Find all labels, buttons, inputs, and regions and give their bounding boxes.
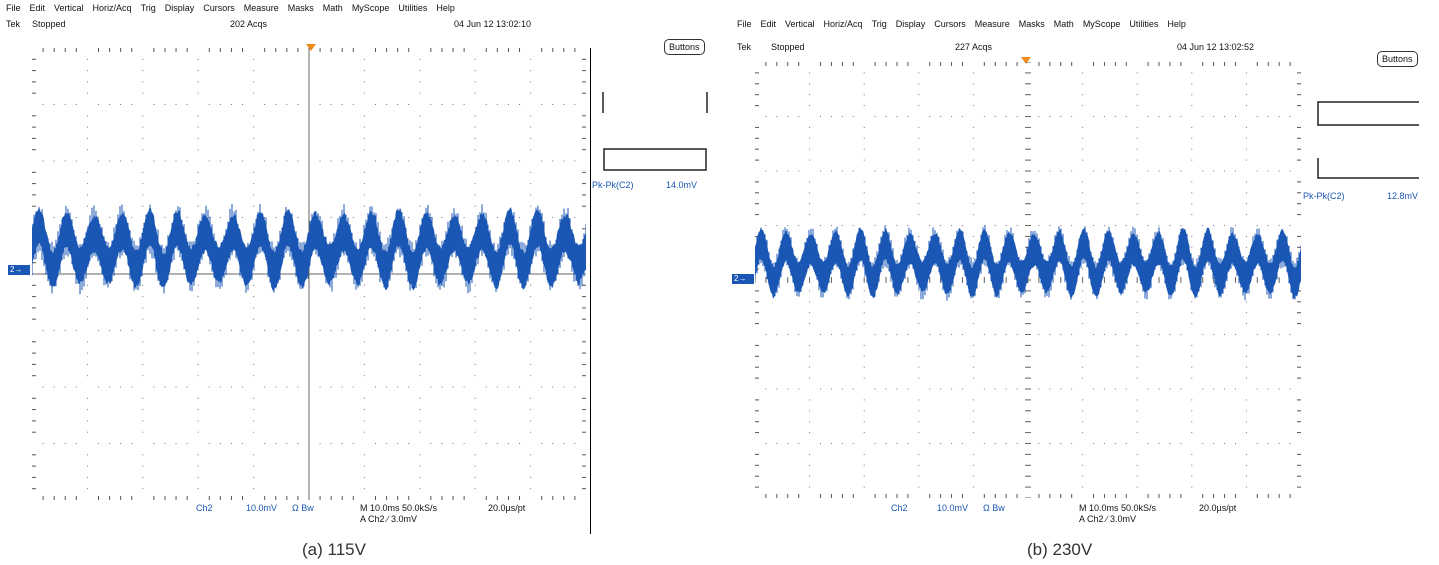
waveform-noise — [32, 204, 586, 295]
bandwidth-indicator: Ω Bw — [983, 503, 1005, 513]
resolution-readout: 20.0µs/pt — [488, 503, 526, 513]
menu-item-myscope[interactable]: MyScope — [351, 3, 390, 13]
menu-item-help[interactable]: Help — [436, 3, 455, 13]
measurement-label: Pk-Pk(C2) — [1303, 191, 1345, 201]
measurement-boxes — [1317, 101, 1419, 179]
oscilloscope-panel-230v: File Edit Vertical Horiz/Acq Trig Display Curs… — [727, 0, 1439, 565]
menu-item-edit[interactable]: Edit — [29, 3, 46, 13]
status-bar: Tek Stopped 202 Acqs 04 Jun 12 13:02:10 — [6, 19, 566, 33]
waveform-display — [755, 62, 1301, 498]
channel-2-waveform — [755, 226, 1301, 300]
menu-item-masks[interactable]: Masks — [287, 3, 314, 13]
menu-item-edit[interactable]: Edit — [760, 19, 777, 29]
menu-item-cursors[interactable]: Cursors — [934, 19, 966, 29]
buttons-button[interactable]: Buttons — [1377, 51, 1418, 67]
waveform-display — [32, 48, 586, 500]
bottom-readout-bar: Ch2 10.0mV Ω Bw M 10.0ms 50.0kS/s 20.0µs… — [891, 503, 1281, 529]
menu-item-measure[interactable]: Measure — [243, 3, 279, 13]
acquisition-status: Stopped — [32, 19, 66, 29]
figure-caption: (b) 230V — [1027, 540, 1093, 559]
measurement-value: 14.0mV — [666, 180, 698, 190]
bandwidth-indicator: Ω Bw — [292, 503, 314, 513]
menu-item-math[interactable]: Math — [322, 3, 343, 13]
menu-bar: File Edit Vertical Horiz/Acq Trig Display Curs… — [737, 19, 1195, 33]
waveform-graticule — [755, 62, 1301, 498]
channel-name: Ch2 — [891, 503, 908, 513]
graticule-ticks — [755, 62, 1301, 498]
figure-caption: (a) 115V — [302, 540, 366, 559]
trigger-readout[interactable]: A Ch2 ∕ 3.0mV — [1079, 514, 1137, 524]
vertical-scale[interactable]: 10.0mV — [937, 503, 969, 513]
timebase-readout[interactable]: M 10.0ms 50.0kS/s — [1079, 503, 1157, 513]
menu-item-measure[interactable]: Measure — [974, 19, 1010, 29]
acquisition-status: Stopped — [771, 42, 805, 52]
menu-item-display[interactable]: Display — [895, 19, 926, 29]
acquisition-count: 227 Acqs — [955, 42, 993, 52]
resolution-readout: 20.0µs/pt — [1199, 503, 1237, 513]
menu-item-vertical[interactable]: Vertical — [785, 19, 815, 29]
menu-item-help[interactable]: Help — [1167, 19, 1186, 29]
measurement-readout[interactable]: Pk-Pk(C2) 12.8mV — [1303, 191, 1418, 201]
vertical-scale[interactable]: 10.0mV — [246, 503, 278, 513]
menu-item-horiz-acq[interactable]: Horiz/Acq — [823, 19, 863, 29]
measurement-readout[interactable]: Pk-Pk(C2) 14.0mV — [592, 180, 697, 190]
menu-item-trig[interactable]: Trig — [140, 3, 156, 13]
menu-item-myscope[interactable]: MyScope — [1082, 19, 1121, 29]
bottom-readout-bar: Ch2 10.0mV Ω Bw M 10.0ms 50.0kS/s 20.0µs… — [196, 503, 576, 529]
timebase-readout[interactable]: M 10.0ms 50.0kS/s — [360, 503, 438, 513]
trigger-position-marker[interactable] — [1021, 57, 1031, 64]
channel-2-marker[interactable]: 2→ — [732, 274, 754, 284]
measurement-boxes — [602, 92, 708, 171]
trigger-position-marker[interactable] — [306, 44, 316, 51]
trigger-readout[interactable]: A Ch2 ∕ 3.0mV — [360, 514, 418, 524]
channel-2-marker-label: 2 — [10, 265, 15, 274]
menu-item-math[interactable]: Math — [1053, 19, 1074, 29]
waveform-graticule — [32, 48, 586, 500]
oscilloscope-panel-115v: File Edit Vertical Horiz/Acq Trig Display Curs… — [0, 0, 718, 565]
buttons-button[interactable]: Buttons — [664, 39, 705, 55]
date-time: 04 Jun 12 13:02:10 — [454, 19, 532, 29]
menu-item-file[interactable]: File — [6, 3, 21, 13]
menu-item-horiz-acq[interactable]: Horiz/Acq — [92, 3, 132, 13]
menu-item-vertical[interactable]: Vertical — [54, 3, 84, 13]
menu-item-utilities[interactable]: Utilities — [398, 3, 428, 13]
tek-label: Tek — [6, 19, 21, 29]
waveform-noise — [755, 225, 1301, 301]
measurement-label: Pk-Pk(C2) — [592, 180, 634, 190]
acquisition-count: 202 Acqs — [230, 19, 268, 29]
channel-2-marker-label: 2 — [734, 274, 739, 283]
measurement-value: 12.8mV — [1387, 191, 1419, 201]
panel-divider — [590, 48, 591, 534]
tek-label: Tek — [737, 42, 752, 52]
channel-2-waveform — [32, 205, 586, 291]
menu-item-display[interactable]: Display — [164, 3, 195, 13]
graticule-ticks — [32, 48, 586, 500]
channel-2-marker[interactable]: 2→ — [8, 265, 30, 275]
date-time: 04 Jun 12 13:02:52 — [1177, 42, 1255, 52]
menu-bar: File Edit Vertical Horiz/Acq Trig Display Curs… — [6, 3, 464, 17]
menu-item-masks[interactable]: Masks — [1018, 19, 1045, 29]
menu-item-cursors[interactable]: Cursors — [203, 3, 235, 13]
channel-name: Ch2 — [196, 503, 213, 513]
menu-item-trig[interactable]: Trig — [871, 19, 887, 29]
menu-item-file[interactable]: File — [737, 19, 752, 29]
status-bar: Tek Stopped 227 Acqs 04 Jun 12 13:02:52 — [737, 42, 1297, 56]
menu-item-utilities[interactable]: Utilities — [1129, 19, 1159, 29]
